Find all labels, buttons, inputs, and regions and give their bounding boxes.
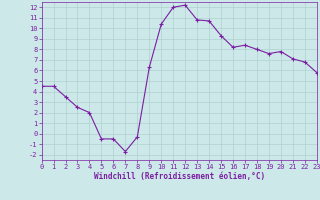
- X-axis label: Windchill (Refroidissement éolien,°C): Windchill (Refroidissement éolien,°C): [94, 172, 265, 181]
